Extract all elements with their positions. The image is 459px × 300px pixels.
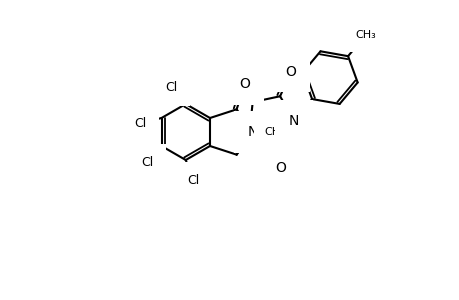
Text: O: O	[285, 64, 296, 79]
Text: CH₃: CH₃	[354, 31, 375, 40]
Text: Cl: Cl	[141, 156, 153, 170]
Text: N: N	[288, 113, 299, 128]
Text: Cl: Cl	[187, 174, 199, 187]
Text: CH₃: CH₃	[264, 127, 285, 137]
Text: O: O	[275, 161, 286, 175]
Text: Cl: Cl	[134, 117, 146, 130]
Text: Cl: Cl	[165, 81, 177, 94]
Text: O: O	[239, 77, 250, 91]
Text: N: N	[247, 125, 257, 139]
